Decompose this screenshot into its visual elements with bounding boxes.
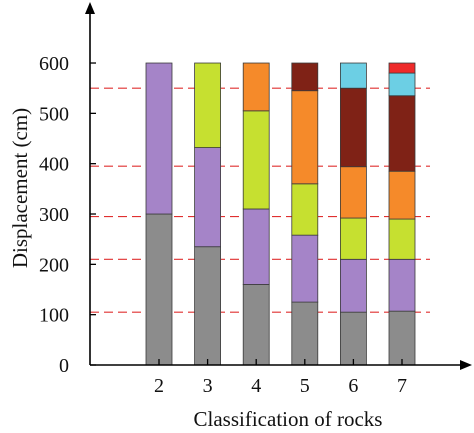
bar-segment <box>339 217 367 260</box>
x-axis-arrow-icon <box>460 360 472 370</box>
bar-segment <box>291 301 319 366</box>
bar-stack <box>242 62 270 366</box>
bar-segment <box>339 87 367 168</box>
bar-stack <box>339 62 367 366</box>
axes <box>85 2 472 370</box>
x-ticks: 2 3 4 5 6 7 <box>154 359 407 397</box>
bar-segment <box>388 218 416 260</box>
bar-segment <box>291 90 319 185</box>
bar-segment <box>339 258 367 313</box>
bar-segment <box>388 310 416 366</box>
y-tick-label: 0 <box>59 355 69 377</box>
x-axis-label: Classification of rocks <box>194 407 383 431</box>
y-tick-label: 400 <box>39 154 69 176</box>
bar-stack <box>388 62 416 366</box>
y-tick-label: 100 <box>39 305 69 327</box>
x-tick-label: 3 <box>203 375 213 397</box>
x-tick-label: 6 <box>348 375 358 397</box>
bars <box>145 62 416 366</box>
y-tick-label: 300 <box>39 204 69 226</box>
bar-segment <box>388 62 416 74</box>
bar-segment <box>291 183 319 236</box>
bar-segment <box>291 62 319 92</box>
bar-segment <box>242 110 270 210</box>
bar-stack <box>145 62 173 366</box>
x-tick-label: 4 <box>251 375 261 397</box>
bar-segment <box>242 284 270 366</box>
x-tick-label: 5 <box>300 375 310 397</box>
bar-segment <box>388 95 416 172</box>
bar-stack <box>194 62 222 366</box>
x-tick-label: 7 <box>397 375 407 397</box>
bar-segment <box>145 213 173 366</box>
bar-segment <box>339 311 367 366</box>
bar-segment <box>339 166 367 219</box>
bar-segment <box>291 234 319 303</box>
y-ticks: 0 100 200 300 400 500 600 <box>39 53 96 377</box>
y-tick-label: 200 <box>39 254 69 276</box>
bar-segment <box>194 246 222 366</box>
bar-segment <box>194 147 222 248</box>
bar-segment <box>242 208 270 285</box>
bar-segment <box>388 258 416 312</box>
x-tick-label: 2 <box>154 375 164 397</box>
y-tick-label: 600 <box>39 53 69 75</box>
y-axis-arrow-icon <box>85 2 95 14</box>
y-tick-label: 500 <box>39 103 69 125</box>
bar-segment <box>339 62 367 89</box>
bar-segment <box>388 72 416 97</box>
bar-segment <box>194 62 222 148</box>
bar-stack <box>291 62 319 366</box>
bar-segment <box>145 62 173 215</box>
y-axis-label: Displacement (cm) <box>8 108 32 268</box>
bar-segment <box>388 170 416 220</box>
bar-segment <box>242 62 270 112</box>
